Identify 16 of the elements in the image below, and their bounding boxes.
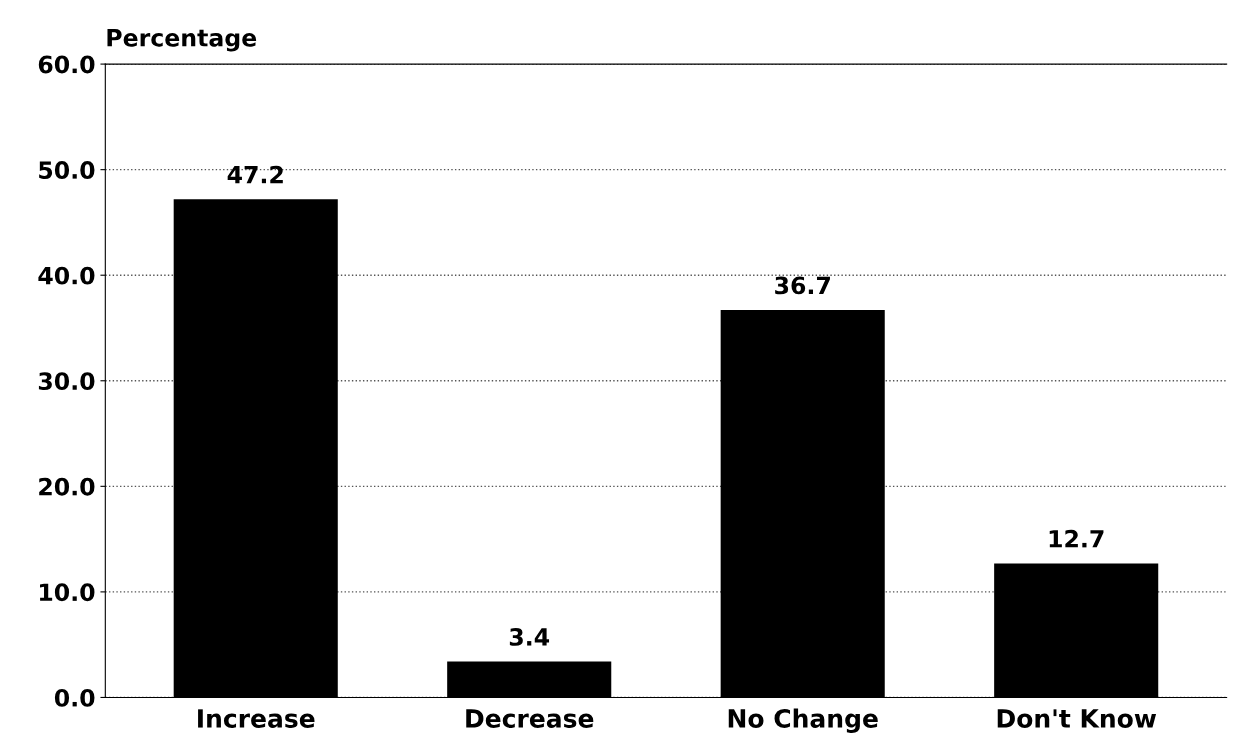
y-axis-title: Percentage: [107, 29, 257, 52]
x-tick-label: Decrease: [466, 709, 594, 728]
y-tick-label: 30.0: [38, 372, 95, 391]
x-tick-label: Increase: [198, 709, 315, 728]
x-tick-label: No Change: [728, 708, 878, 733]
y-tick-label: 40.0: [38, 266, 95, 285]
y-tick-label: 20.0: [39, 477, 95, 496]
data-label: 12.7: [1049, 529, 1104, 548]
data-label: 36.7: [775, 276, 830, 295]
y-tick-label: 10.0: [40, 583, 95, 602]
y-tick-label: 50.0: [39, 161, 95, 179]
x-tick-label: Don't Know: [997, 709, 1157, 728]
data-label: 3.4: [509, 628, 550, 646]
y-tick-label: 60.0: [38, 55, 95, 74]
y-tick-label: 0.0: [54, 688, 95, 707]
data-label: 47.2: [227, 165, 283, 184]
